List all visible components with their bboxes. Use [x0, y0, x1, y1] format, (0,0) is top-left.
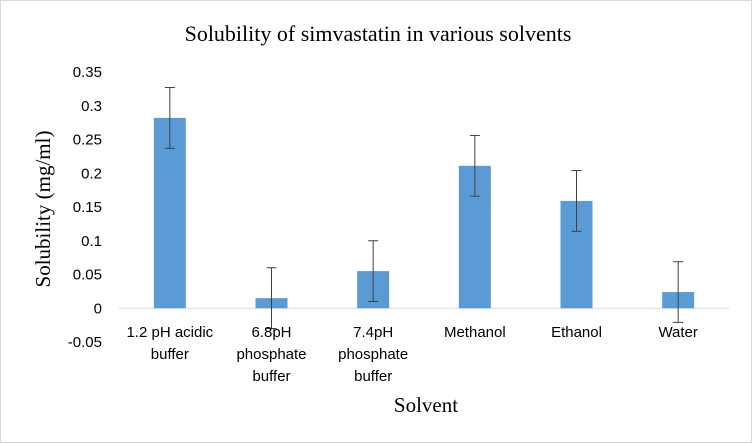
y-tick-label: 0.1	[81, 233, 102, 250]
bars	[153, 117, 695, 309]
x-tick-label: 6.8pH phosphate buffer	[236, 324, 306, 385]
error-bars	[164, 87, 684, 329]
error-bar	[571, 170, 582, 232]
x-tick-label: Water	[658, 324, 697, 341]
bar	[153, 117, 186, 309]
x-tick-label: Ethanol	[551, 324, 602, 341]
y-tick-label: 0.15	[73, 199, 102, 216]
y-axis-ticks: 0.35 0.3 0.25 0.2 0.15 0.1 0.05 0 -0.05	[68, 64, 102, 351]
error-bar	[469, 134, 480, 197]
y-tick-label: 0.2	[81, 165, 102, 182]
y-tick-label: 0.3	[81, 98, 102, 115]
x-tick-label: 7.4pH phosphate buffer	[338, 324, 408, 385]
error-bar	[673, 261, 684, 323]
x-tick-label: 1.2 pH acidic buffer	[126, 324, 213, 363]
x-axis-ticks: 1.2 pH acidic buffer 6.8pH phosphate buffer 7…	[126, 324, 697, 385]
error-bar	[368, 240, 379, 302]
y-tick-label: 0	[94, 300, 102, 317]
chart-title: Solubility of simvastatin in various sol…	[185, 21, 572, 46]
x-tick-label: Methanol	[444, 324, 506, 341]
y-axis-label: Solubility (mg/ml)	[31, 131, 55, 288]
y-tick-label: 0.05	[73, 267, 102, 284]
y-tick-label: 0.35	[73, 64, 102, 81]
error-bar	[164, 87, 175, 149]
x-axis-label: Solvent	[394, 393, 458, 417]
y-tick-label: 0.25	[73, 132, 102, 149]
y-tick-label: -0.05	[68, 334, 102, 351]
error-bar	[266, 267, 277, 329]
